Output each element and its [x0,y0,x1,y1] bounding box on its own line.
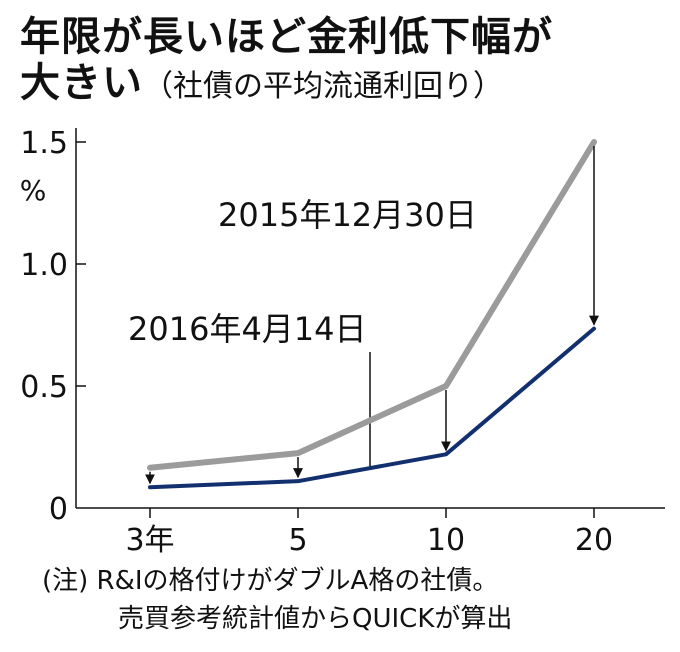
x-tick-label: 3年 [125,523,174,558]
title-line-2: 大きい（社債の平均流通利回り） [20,60,670,110]
y-tick-label: 0.5 [20,370,68,405]
footnote-line-1: (注) R&Iの格付けがダブルA格の社債。 [42,566,499,596]
y-axis-unit: % [20,174,47,207]
tick-labels: 0 0.5 1.0 1.5% 3年 5 10 20 [20,126,613,558]
y-tick-label: 1.5 [20,126,68,161]
axes [75,128,665,518]
decline-arrows [145,146,599,485]
series-line-2015 [147,139,597,471]
annotation-label-2015: 2015年12月30日 [218,196,477,234]
series-lines [147,139,597,490]
x-tick-label: 10 [427,523,465,558]
y-tick-label: 0 [49,492,68,527]
x-tick-label: 20 [575,523,613,558]
series-line-2016 [148,326,596,490]
annotation-label-2016: 2016年4月14日 [128,310,367,348]
footnote-line-2: 売買参考統計値からQUICKが算出 [118,604,513,634]
line-chart: 0 0.5 1.0 1.5% 3年 5 10 20 2015年12月30日 2016年4月14日 [20,126,665,558]
title-line-1: 年限が長いほど金利低下幅が [20,14,553,60]
footnote: (注) R&Iの格付けがダブルA格の社債。 売買参考統計値からQUICKが算出 [42,562,672,638]
chart-title: 年限が長いほど金利低下幅が 大きい（社債の平均流通利回り） [20,14,670,110]
title-main-2: 大きい [20,60,143,106]
chart-subtitle: （社債の平均流通利回り） [143,69,503,104]
y-tick-label: 1.0 [20,248,68,283]
annotation-labels: 2015年12月30日 2016年4月14日 [128,196,477,348]
x-tick-label: 5 [288,523,307,558]
